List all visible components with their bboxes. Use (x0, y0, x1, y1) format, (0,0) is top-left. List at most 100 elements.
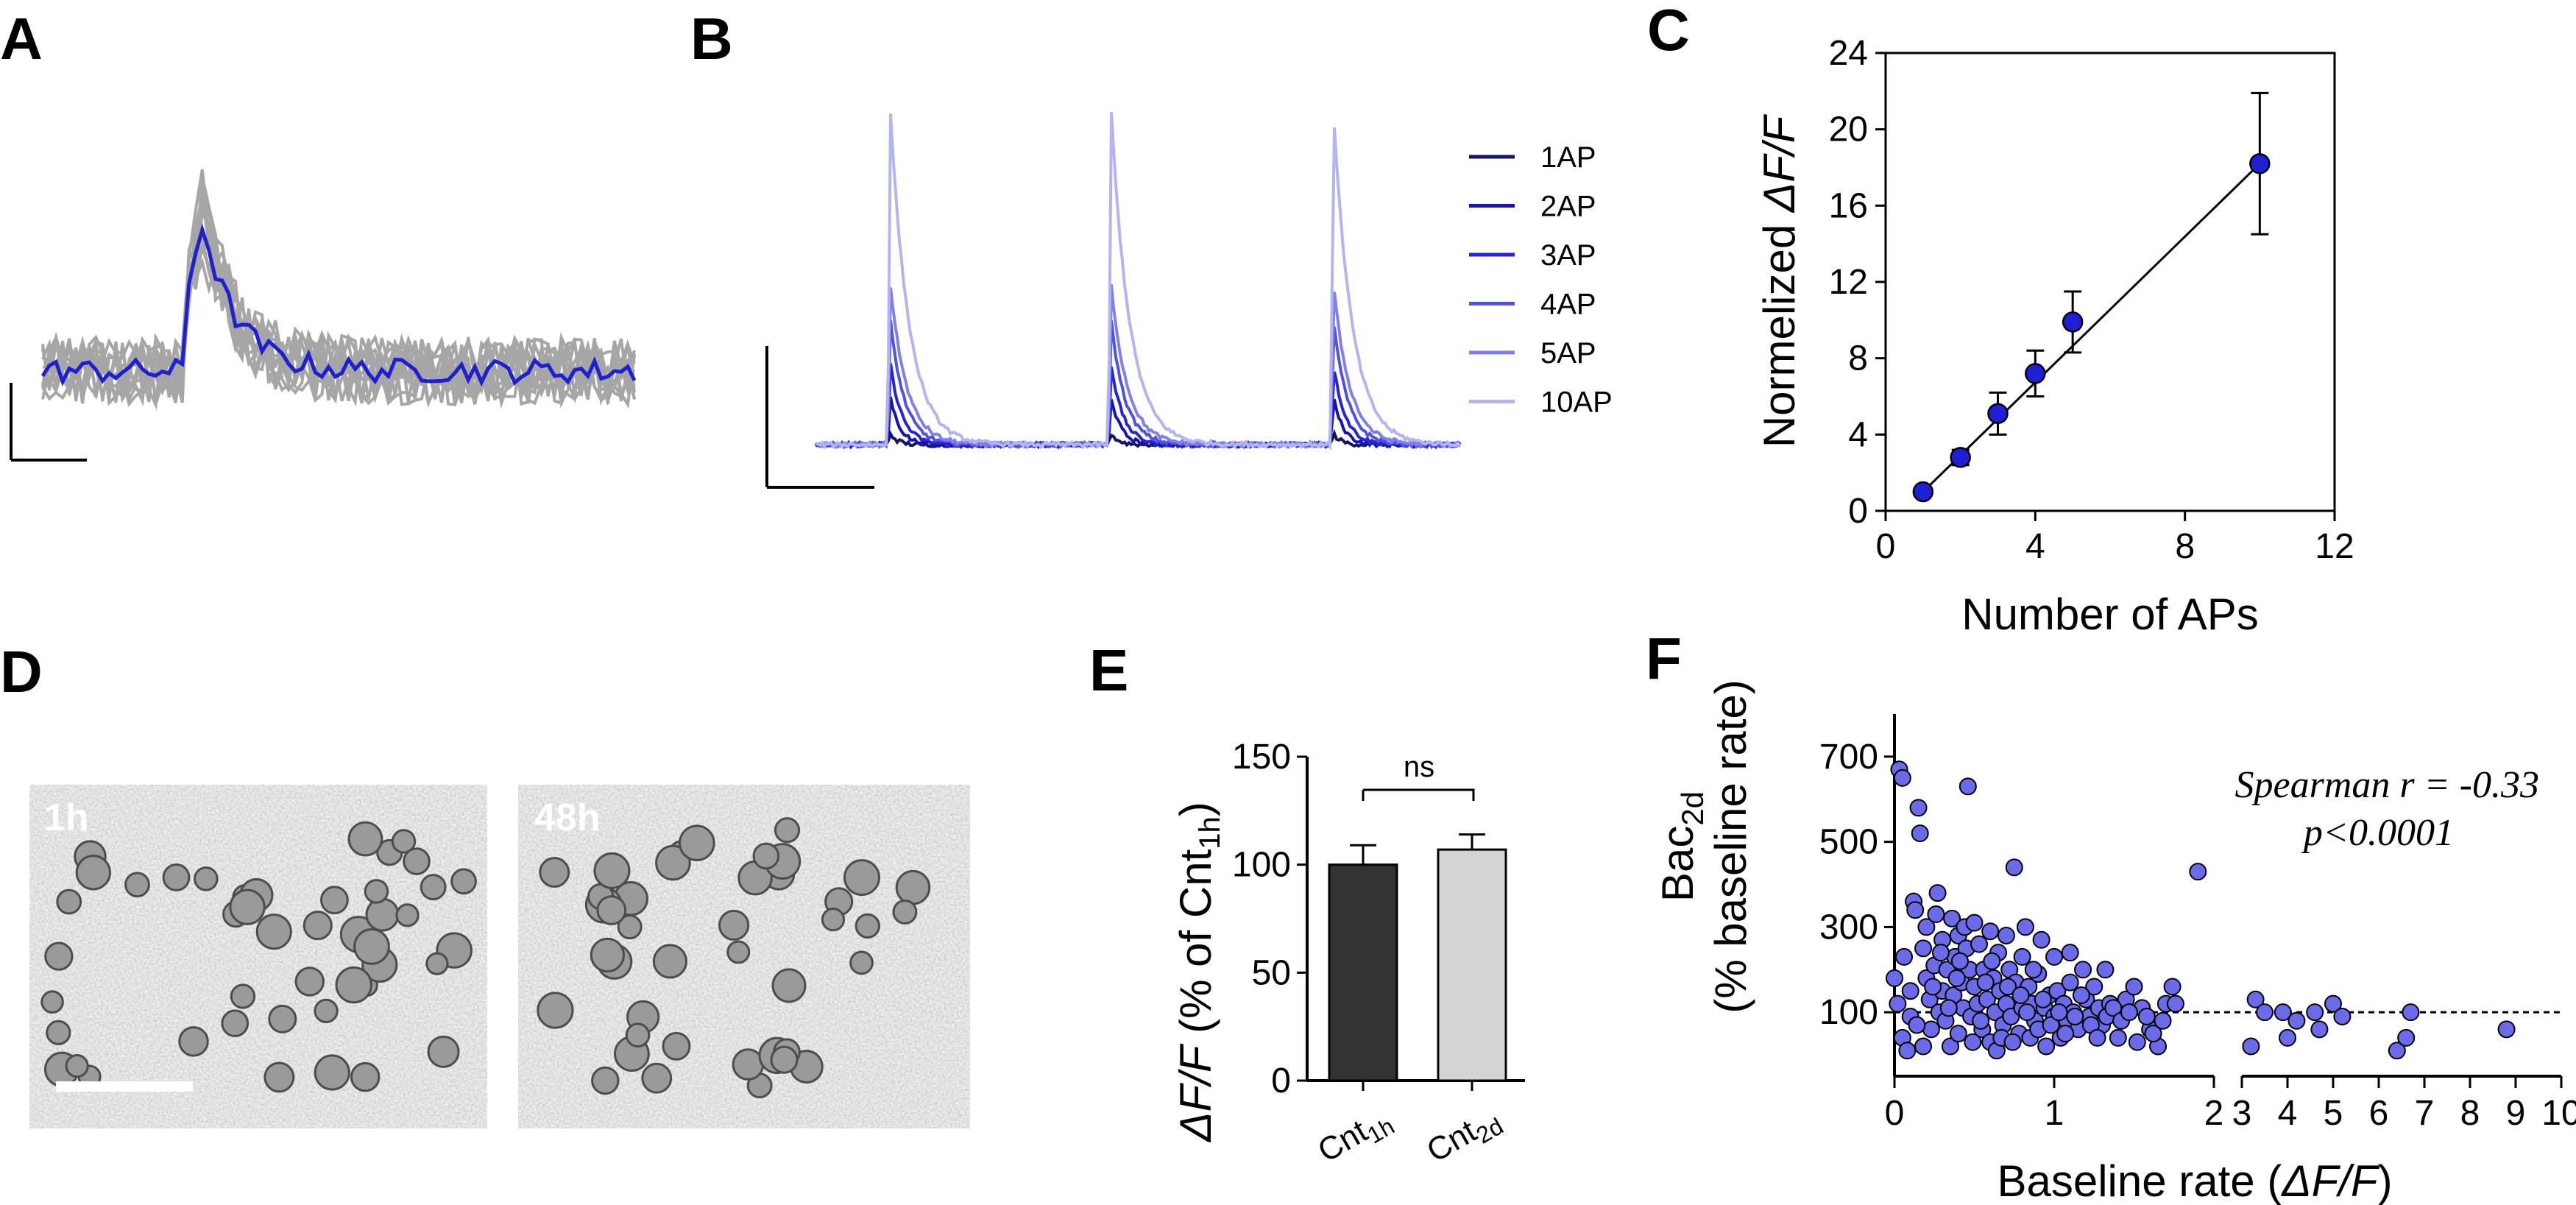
panel-f-x-tick-label: 0 (1885, 1094, 1905, 1133)
panel-c-data-point (2249, 153, 2271, 174)
micrograph-cell (56, 888, 82, 915)
panel-f-data-point (2388, 1042, 2406, 1060)
panel-f-data-point (2061, 944, 2079, 962)
micrograph-cell (678, 824, 715, 862)
micrograph-cell (162, 863, 191, 891)
panel-f-data-point (1886, 969, 1903, 987)
panel-c-y-tick-label: 24 (1829, 34, 1868, 73)
panel-f-data-point (1939, 999, 1958, 1017)
panel-f-y-tick-label: 100 (1819, 993, 1878, 1032)
panel-b-trace-3ap (815, 363, 1462, 450)
panel-c-y-label-italic: ΔF/F (1755, 113, 1804, 213)
micrograph-cell (75, 855, 111, 891)
panel-f-scatter: 100 300 500 700 0 1 2 3 4 5 6 7 8 9 10 Spearman r = -0… (1653, 679, 2576, 1205)
panel-f-data-point (2310, 1020, 2329, 1039)
panel-f-data-point (1965, 914, 1984, 932)
panel-f-data-point (2096, 961, 2115, 979)
micrograph-cell (420, 874, 447, 901)
micrograph-cell (617, 914, 643, 940)
panel-c-y-tick-label: 16 (1829, 186, 1868, 225)
panel-f-x-label-italic: ΔF/F (2280, 1156, 2380, 1205)
panel-f-x-tick-label: 10 (2541, 1094, 2576, 1133)
panel-b-legend-label: 4AP (1540, 289, 1596, 321)
panel-f-data-point (1943, 909, 1961, 927)
panel-e-significance: ns (1404, 751, 1434, 783)
panel-c-y-label-main: Normelized (1755, 212, 1804, 448)
panel-c-y-tick-label: 8 (1848, 339, 1868, 378)
panel-f-data-point (2306, 1003, 2324, 1022)
panel-f-data-point (1978, 990, 1996, 1008)
panel-b-legend-label: 3AP (1540, 239, 1596, 272)
micrograph-cell (655, 844, 691, 881)
panel-f-data-point (1976, 973, 1995, 992)
panel-a-trial-trace (42, 208, 635, 407)
panel-c-y-tick-label: 0 (1848, 492, 1868, 531)
micrograph-cell (774, 817, 801, 844)
panel-f-data-point (2125, 978, 2143, 996)
micrograph-cell (726, 940, 751, 964)
panel-f-data-point (2018, 1003, 2037, 1022)
micrograph-cell (537, 992, 574, 1029)
panel-e-bar (1437, 848, 1507, 1082)
panel-e-error-bar (1459, 833, 1485, 850)
panel-f-data-point (2042, 1016, 2060, 1034)
panel-f-y-tick-label: 500 (1819, 823, 1878, 862)
micrograph-cell (347, 821, 383, 857)
micrograph-cell (771, 968, 807, 1003)
panel-f-data-point (1908, 1016, 1926, 1034)
panel-f-y-label-bac: Bac (1653, 826, 1702, 902)
panel-f-data-point (2074, 961, 2092, 979)
panel-b-legend: 1AP 2AP 3AP 4AP 5AP 10AP (1469, 141, 1613, 419)
micrograph-cell (652, 944, 688, 979)
micrograph-cell (854, 913, 880, 939)
panel-c-x-tick-label: 0 (1876, 527, 1896, 566)
panel-f-x-tick-label: 6 (2369, 1094, 2389, 1133)
micrograph-cell (591, 1066, 620, 1095)
panel-f-data-point (1914, 939, 1933, 958)
panel-e-y-label-italic: ΔF/F (1171, 1043, 1220, 1143)
micrograph-cell (263, 1061, 295, 1093)
panel-b-trace-10ap (815, 112, 1462, 451)
panel-f-data-point (2397, 1028, 2416, 1047)
micrograph-cell (821, 908, 846, 932)
micrograph-cell (849, 950, 874, 975)
micrograph-cell (752, 842, 780, 870)
panel-f-data-point (2016, 918, 2034, 936)
micrograph-cell (427, 1035, 460, 1068)
panel-f-data-point (1958, 777, 1977, 796)
panel-f-data-point (2333, 1007, 2352, 1025)
panel-f-data-point (2013, 947, 2031, 966)
panel-f-data-point (2154, 1011, 2172, 1030)
panel-f-x-tick-label: 8 (2460, 1094, 2480, 1133)
panel-f-data-point (1997, 926, 2015, 944)
panel-f-data-point (1970, 935, 1989, 953)
panel-e-bar-chart: 0 50 100 150 Cnt1h Cnt2d ΔF/F (% of Cnt1h) ns (1171, 738, 1525, 1170)
panel-f-x-tick-label: 7 (2415, 1094, 2435, 1133)
micrograph-cell (65, 1054, 89, 1078)
panel-f-data-point (1927, 905, 1945, 924)
panel-b-legend-label: 1AP (1540, 141, 1596, 174)
panel-b-legend-label: 2AP (1540, 191, 1596, 223)
panel-f-x-label-main: Baseline rate ( (1997, 1156, 2282, 1205)
micrograph-cell (395, 903, 420, 927)
micrograph-cell (770, 1045, 799, 1074)
panel-b-legend-label: 10AP (1540, 386, 1613, 419)
micrograph-cell (539, 857, 570, 888)
panel-f-data-point (1914, 1037, 1933, 1056)
panel-c-y-tick-label: 12 (1829, 263, 1868, 302)
panel-f-data-point (2088, 1028, 2106, 1047)
panel-d-micrographs: 1h 48h (29, 785, 970, 1128)
panel-c-scatter: 0 4 8 12 16 20 24 0 4 8 12 Number of APs Normelize… (1755, 34, 2354, 639)
panel-f-data-point (2003, 1033, 2022, 1051)
micrograph-1h-label: 1h (44, 796, 89, 839)
panel-f-data-point (2137, 1007, 2156, 1025)
panel-e-error-bar (1350, 844, 1376, 865)
panel-f-data-point (1901, 982, 1919, 1000)
panel-f-data-point (2066, 1007, 2084, 1025)
panel-f-y-tick-label: 700 (1819, 738, 1878, 777)
panel-f-data-point (2109, 1028, 2127, 1047)
panel-e-y-tick-label: 50 (1252, 953, 1291, 992)
micrograph-cell (302, 911, 333, 941)
panel-c-data-point (1987, 403, 2009, 425)
panel-f-data-point (2242, 1037, 2260, 1056)
